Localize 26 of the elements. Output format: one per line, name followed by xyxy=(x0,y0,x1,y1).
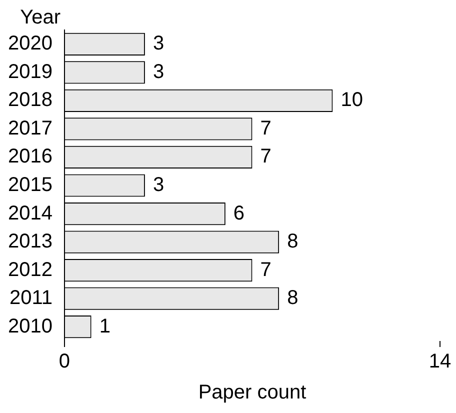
data-label: 7 xyxy=(260,258,272,281)
data-label: 1 xyxy=(99,315,110,338)
y-tick-label: 2013 xyxy=(8,230,52,253)
data-label: 6 xyxy=(233,202,245,224)
y-tick-label: 2017 xyxy=(8,117,52,140)
x-tick-label: 14 xyxy=(428,350,452,373)
y-tick-label: 2010 xyxy=(8,315,52,338)
y-tick-label: 2018 xyxy=(8,89,52,112)
data-label: 7 xyxy=(260,146,272,168)
data-label: 10 xyxy=(340,89,363,112)
data-label: 8 xyxy=(287,230,298,253)
x-axis-title: Paper count xyxy=(198,382,307,404)
y-tick-label: 2020 xyxy=(8,32,52,55)
y-tick-label: 2011 xyxy=(9,287,52,310)
data-label: 7 xyxy=(260,117,272,140)
data-label: 3 xyxy=(152,174,164,196)
data-label: 3 xyxy=(152,32,164,55)
y-tick-label: 2019 xyxy=(8,60,52,83)
y-tick-label: 2015 xyxy=(8,174,52,196)
y-tick-label: 2016 xyxy=(8,146,52,168)
y-tick-label: 2012 xyxy=(8,258,52,281)
y-tick-label: 2014 xyxy=(8,202,52,224)
x-tick-label: 0 xyxy=(58,350,70,373)
data-label: 8 xyxy=(287,287,298,310)
data-label: 3 xyxy=(152,60,164,83)
y-axis-title: Year xyxy=(20,6,61,29)
